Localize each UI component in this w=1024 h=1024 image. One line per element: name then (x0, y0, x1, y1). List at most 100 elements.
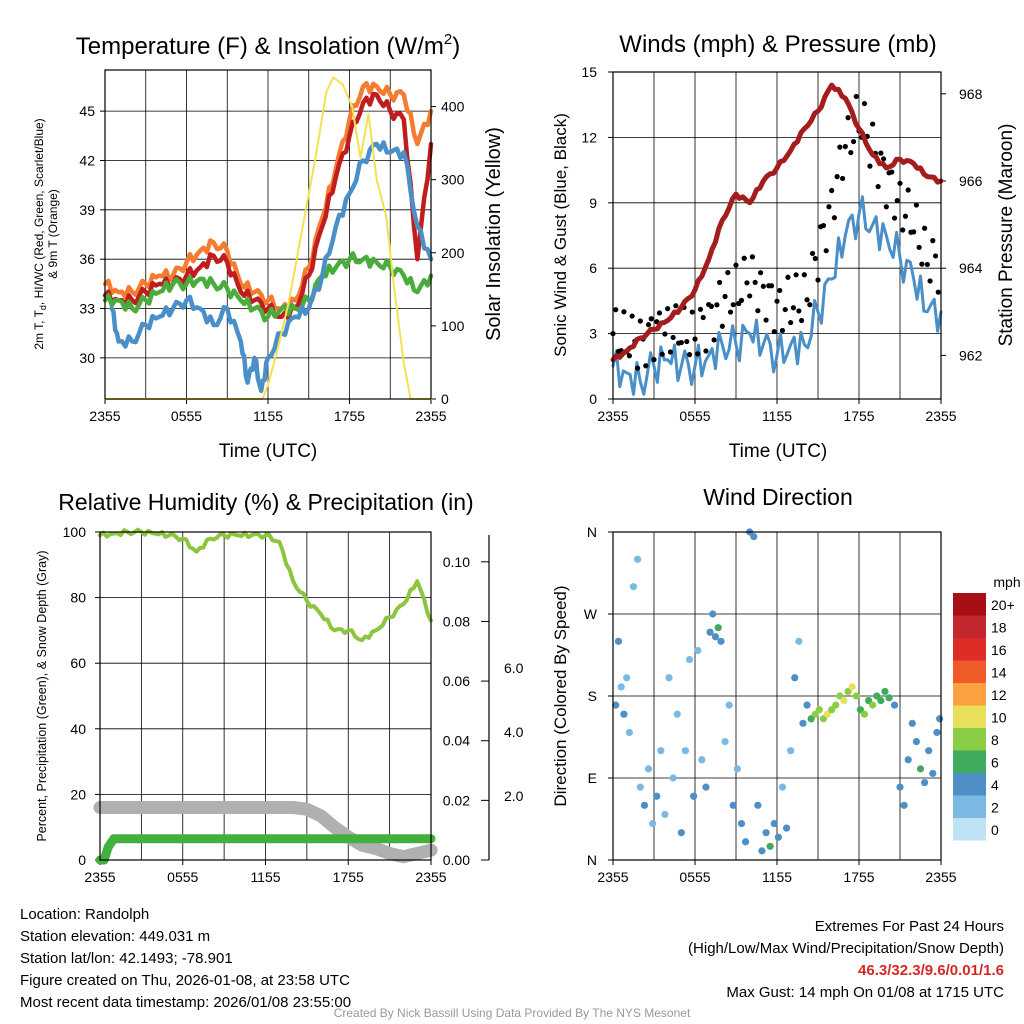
speed-legend-swatch (953, 593, 986, 616)
winds-xtick-label: 0555 (679, 408, 710, 424)
direction-point (925, 747, 933, 755)
dir-ytick-label: N (587, 852, 597, 868)
speed-legend-swatch (953, 638, 986, 661)
station-pressure-line (610, 82, 944, 363)
gust-point (883, 204, 889, 210)
gust-point (831, 215, 838, 221)
humidity-xtick-label: 1755 (333, 869, 364, 885)
rh-ytick-label: 60 (70, 655, 86, 671)
gust-point (760, 283, 766, 289)
extremes-values: 46.3/32.3/9.6/0.01/1.6 (858, 962, 1004, 979)
temperature-panel-frame (104, 69, 432, 400)
direction-point (690, 792, 698, 800)
direction-point (733, 765, 741, 773)
wind-ytick-label: 9 (589, 195, 597, 211)
gust-point (635, 365, 641, 371)
direction-point (702, 783, 710, 791)
winds-ylabel: Sonic Wind & Gust (Blue, Black) (551, 113, 570, 357)
speed-legend-label: 16 (991, 642, 1007, 658)
direction-point (799, 719, 807, 727)
gust-point (932, 253, 939, 259)
gust-point (626, 353, 633, 359)
temp-ytick-label: 36 (79, 251, 95, 267)
gust-point (922, 225, 928, 231)
direction-point (673, 710, 681, 718)
gust-point (703, 348, 709, 354)
gust-point (788, 319, 794, 326)
direction-panel-frame (612, 531, 942, 861)
precip-ytick-label: 0.08 (443, 613, 470, 629)
gust-point (861, 100, 868, 107)
direction-point (916, 765, 925, 773)
temp-ylabel-line2: & 9m T (Orange) (46, 189, 60, 279)
gust-point (629, 313, 635, 319)
speed-legend-label: 6 (991, 755, 999, 771)
insolation-ytick-label: 400 (441, 99, 465, 115)
dir-ytick-label: E (588, 770, 597, 786)
humidity-title: Relative Humidity (%) & Precipitation (i… (58, 489, 473, 515)
direction-point (614, 637, 623, 645)
direction-point (617, 683, 625, 691)
gust-point (727, 309, 734, 315)
relative-humidity-line (98, 527, 433, 643)
gust-point (673, 303, 679, 309)
gust-point (662, 331, 668, 337)
gust-point (700, 314, 706, 321)
gust-point (621, 309, 627, 315)
gust-point (747, 293, 753, 299)
speed-legend-swatch (953, 728, 986, 751)
direction-point (929, 769, 937, 778)
direction-point (620, 710, 628, 718)
direction-point (649, 819, 657, 828)
pressure-ytick-label: 964 (959, 260, 983, 276)
direction-xtick-label: 2355 (597, 869, 628, 885)
insolation-ytick-label: 0 (441, 391, 449, 407)
temp-xlabel: Time (UTC) (219, 441, 318, 462)
snow-ytick-label: 6.0 (504, 660, 524, 676)
gust-point (686, 352, 693, 358)
winds-xtick-label: 2355 (925, 408, 956, 424)
gust-point (777, 287, 783, 294)
direction-point (832, 701, 840, 709)
gust-point (763, 317, 769, 323)
direction-point (625, 728, 634, 737)
insolation-ytick-label: 100 (441, 318, 465, 334)
wind-ytick-label: 3 (589, 326, 597, 342)
direction-point (881, 687, 889, 696)
gust-point (645, 322, 652, 328)
direction-point (860, 710, 869, 718)
direction-point (778, 783, 787, 791)
gust-point (719, 323, 725, 329)
precip-ytick-label: 0.06 (443, 673, 470, 689)
rh-ytick-label: 0 (78, 852, 86, 868)
gust-point (752, 279, 758, 285)
gust-point (829, 187, 835, 194)
gust-point (812, 255, 818, 262)
gust-point (733, 262, 739, 268)
gust-point (711, 337, 717, 343)
gust-point (881, 156, 887, 162)
gust-point (853, 93, 859, 100)
direction-point (706, 628, 714, 636)
rh-ytick-label: 80 (70, 590, 86, 606)
gust-point (613, 307, 619, 313)
gust-point (692, 336, 698, 342)
gust-point (850, 138, 857, 145)
speed-legend-label: 4 (991, 777, 999, 793)
direction-point (711, 633, 720, 641)
direction-point (766, 842, 774, 850)
dir-ytick-label: W (584, 606, 598, 622)
gust-point (894, 197, 900, 204)
direction-point (890, 701, 899, 709)
direction-point (770, 819, 778, 828)
gust-point (916, 244, 922, 250)
temp-series-9m-t (102, 81, 434, 313)
temp-xtick-label: 0555 (171, 408, 202, 424)
temp-xtick-label: 1155 (253, 408, 283, 424)
gust-point (722, 293, 728, 300)
pressure-ytick-label: 968 (959, 86, 983, 102)
latlon-text: Station lat/lon: 42.1493; -78.901 (20, 950, 233, 967)
dir-ytick-label: S (588, 688, 597, 704)
gust-point (659, 351, 665, 357)
